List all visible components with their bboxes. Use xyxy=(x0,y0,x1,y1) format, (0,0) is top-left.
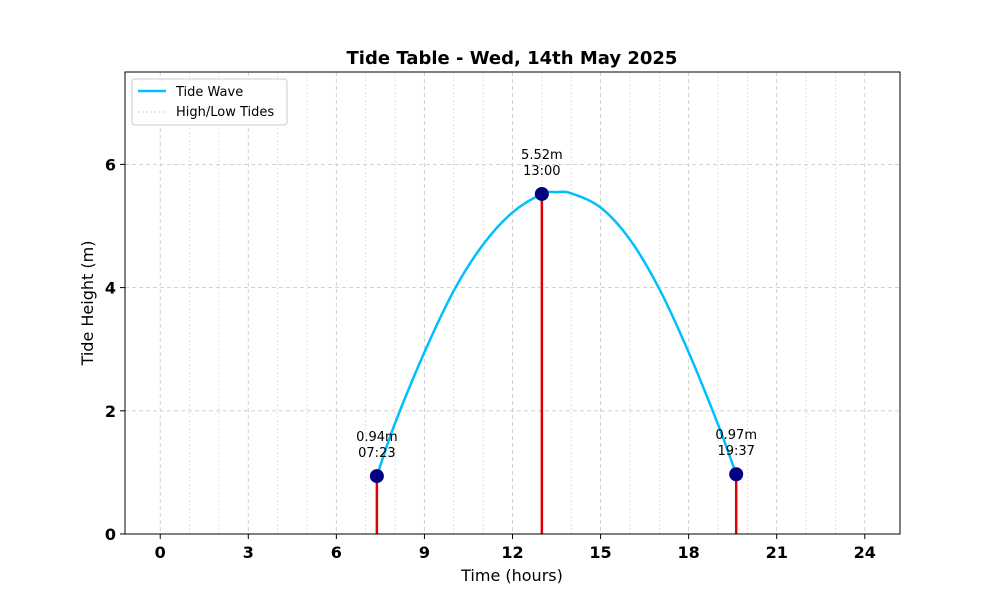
legend-label-tide-wave: Tide Wave xyxy=(175,85,243,100)
x-tick-label: 21 xyxy=(766,543,788,562)
x-tick-label: 15 xyxy=(589,543,611,562)
x-axis-label: Time (hours) xyxy=(460,566,563,585)
tide-height-label: 0.97m xyxy=(715,428,757,443)
y-tick-label: 2 xyxy=(105,402,116,421)
y-axis-label: Tide Height (m) xyxy=(78,241,97,367)
x-tick-label: 18 xyxy=(678,543,700,562)
y-tick-label: 6 xyxy=(105,155,116,174)
chart-title: Tide Table - Wed, 14th May 2025 xyxy=(347,48,678,69)
y-tick-label: 0 xyxy=(105,525,116,544)
legend-label-high-low-tides: High/Low Tides xyxy=(176,105,274,120)
tide-time-label: 07:23 xyxy=(358,446,395,461)
tide-wave-line xyxy=(375,190,738,477)
legend: Tide Wave High/Low Tides xyxy=(131,78,288,126)
grid xyxy=(125,72,900,535)
x-tick-label: 9 xyxy=(419,543,430,562)
legend-box xyxy=(131,78,288,126)
tide-height-label: 5.52m xyxy=(521,148,563,163)
x-tick-label: 6 xyxy=(331,543,342,562)
y-tick-label: 4 xyxy=(105,279,116,298)
tide-point-marker xyxy=(534,186,549,201)
x-tick-label: 12 xyxy=(501,543,523,562)
x-tick-label: 0 xyxy=(155,543,166,562)
tide-point-marker xyxy=(369,469,384,484)
tide-height-label: 0.94m xyxy=(356,430,398,445)
x-tick-label: 24 xyxy=(854,543,876,562)
tide-time-label: 19:37 xyxy=(717,444,754,459)
x-tick-label: 3 xyxy=(243,543,254,562)
tide-time-label: 13:00 xyxy=(523,164,560,179)
tide-point-marker xyxy=(729,467,744,482)
